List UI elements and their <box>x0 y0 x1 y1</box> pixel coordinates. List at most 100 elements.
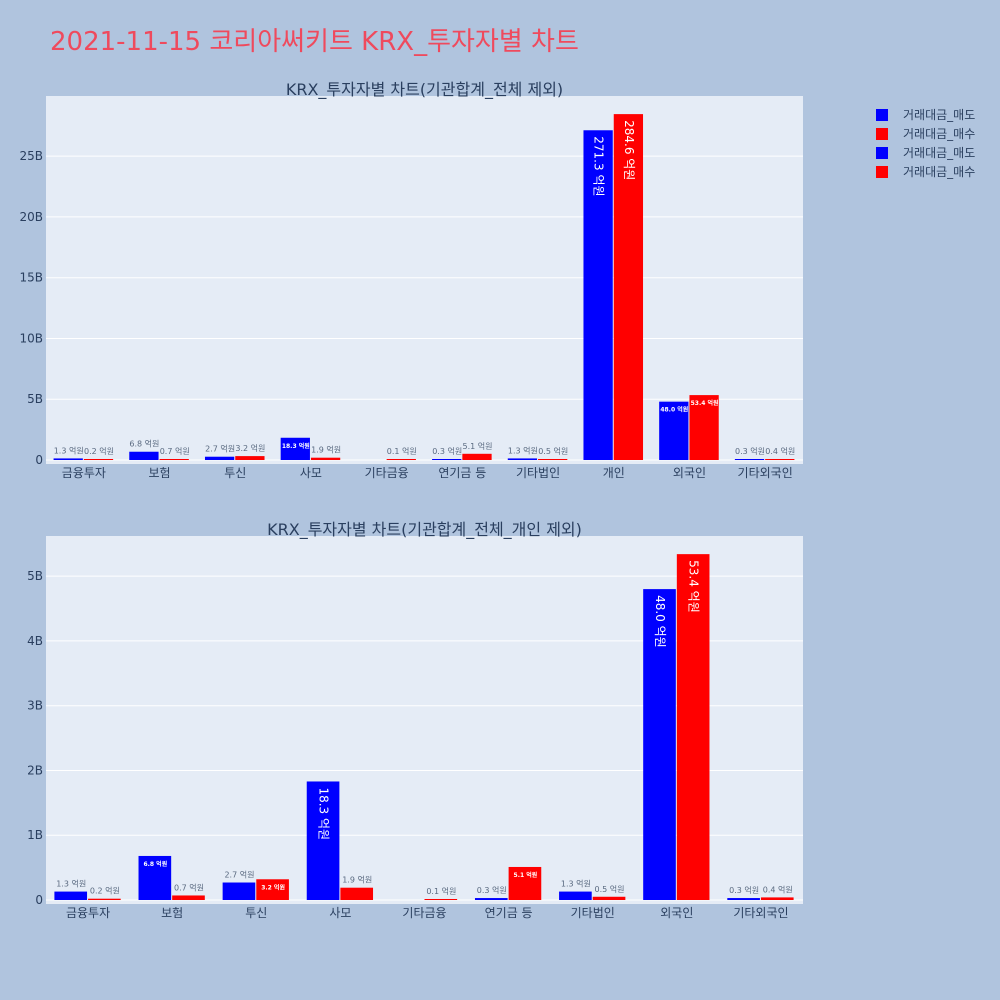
y-tick-label: 1B <box>27 828 43 842</box>
bar[interactable] <box>676 554 710 900</box>
legend-item-label[interactable]: 거래대금_매수 <box>903 165 975 179</box>
bar[interactable] <box>256 879 289 900</box>
y-tick-label: 2B <box>27 763 43 777</box>
x-tick-label: 사모 <box>329 906 351 920</box>
bar[interactable] <box>88 898 121 900</box>
x-tick-label: 기타외국인 <box>738 466 793 480</box>
bar[interactable] <box>643 589 676 900</box>
bar[interactable] <box>613 114 644 460</box>
bar[interactable] <box>765 459 795 460</box>
y-tick-label: 3B <box>27 699 43 713</box>
bar[interactable] <box>172 895 205 900</box>
bar-label: 48.0 억원 <box>653 595 667 648</box>
x-tick-label: 기타금융 <box>402 906 446 920</box>
bar-label: 53.4 억원 <box>687 560 701 613</box>
bar-label: 0.7 억원 <box>160 446 190 456</box>
bar[interactable] <box>306 781 340 900</box>
bar[interactable] <box>760 897 794 900</box>
legend-item-label[interactable]: 거래대금_매도 <box>903 108 975 122</box>
bar-label: 0.1 억원 <box>426 886 456 896</box>
bar-label: 18.3 억원 <box>317 787 331 840</box>
bar-label: 5.1 억원 <box>514 871 538 879</box>
bar[interactable] <box>474 898 508 900</box>
y-tick-label: 5B <box>27 569 43 583</box>
bar[interactable] <box>659 401 689 460</box>
bar-label: 1.3 억원 <box>508 445 538 455</box>
legend-item-label[interactable]: 거래대금_매수 <box>903 127 975 141</box>
x-tick-label: 기타금융 <box>365 466 409 480</box>
subplot-title: KRX_투자자별 차트(기관합계_전체_개인 제외) <box>267 520 582 540</box>
x-tick-label: 개인 <box>603 466 625 480</box>
bar-label: 0.5 억원 <box>538 446 568 456</box>
bar-label: 18.3 억원 <box>282 442 310 450</box>
bar[interactable] <box>734 459 765 460</box>
bar[interactable] <box>222 882 256 900</box>
x-tick-label: 보험 <box>161 906 183 920</box>
bar[interactable] <box>507 458 538 460</box>
bar-label: 284.6 억원 <box>622 120 636 180</box>
legend-swatch <box>876 109 888 121</box>
bar[interactable] <box>83 459 114 460</box>
bar[interactable] <box>138 855 172 900</box>
bar[interactable] <box>340 887 374 900</box>
bar-label: 6.8 억원 <box>143 860 167 868</box>
bar[interactable] <box>386 459 416 460</box>
y-tick-label: 20B <box>19 210 43 224</box>
y-tick-label: 4B <box>27 634 43 648</box>
bar-label: 3.2 억원 <box>235 443 265 453</box>
y-tick-label: 5B <box>27 392 43 406</box>
bar-label: 6.8 억원 <box>129 439 159 449</box>
bar[interactable] <box>424 899 458 900</box>
bar-label: 0.7 억원 <box>174 882 204 892</box>
bar-label: 3.2 억원 <box>261 883 285 891</box>
bar[interactable] <box>235 456 265 460</box>
bar[interactable] <box>462 453 492 460</box>
x-tick-label: 투신 <box>224 466 246 480</box>
legend-item-label[interactable]: 거래대금_매도 <box>903 146 975 160</box>
bar-label: 0.3 억원 <box>432 446 462 456</box>
bar-label: 48.0 억원 <box>660 406 688 414</box>
bar[interactable] <box>538 459 568 460</box>
bar-label: 53.4 억원 <box>691 399 719 407</box>
bar[interactable] <box>53 458 83 460</box>
x-tick-label: 사모 <box>300 466 322 480</box>
x-tick-label: 연기금 등 <box>485 906 533 920</box>
bar-label: 1.3 억원 <box>54 445 84 455</box>
x-tick-label: 외국인 <box>660 906 693 920</box>
bar-label: 0.1 억원 <box>387 446 417 456</box>
legend-swatch <box>876 128 888 140</box>
bar-label: 271.3 억원 <box>592 136 606 196</box>
bar[interactable] <box>689 395 719 460</box>
legend-swatch <box>876 166 888 178</box>
bar-label: 0.3 억원 <box>735 446 765 456</box>
bar-label: 0.4 억원 <box>763 884 793 894</box>
bar-label: 0.4 억원 <box>765 446 795 456</box>
bar[interactable] <box>432 459 462 460</box>
bar[interactable] <box>559 891 592 900</box>
x-tick-label: 기타법인 <box>516 466 560 480</box>
bar[interactable] <box>727 898 760 900</box>
bar[interactable] <box>280 437 310 460</box>
chart-investor-excluding-institution-total: 0 5B 10B 15B 20B 25B KRX_투자자별 차트(기관합계_전체 제외) 금융… <box>19 80 803 480</box>
bar[interactable] <box>592 896 626 900</box>
x-tick-label: 기타외국인 <box>733 906 788 920</box>
bar-label: 0.3 억원 <box>729 885 759 895</box>
y-tick-label: 0 <box>35 453 43 467</box>
bar[interactable] <box>204 456 235 460</box>
bar-label: 5.1 억원 <box>462 441 492 451</box>
bar[interactable] <box>54 891 88 900</box>
main-title: 2021-11-15 코리아써키트 KRX_투자자별 차트 <box>50 27 579 57</box>
x-tick-label: 연기금 등 <box>438 466 486 480</box>
bar[interactable] <box>583 130 613 460</box>
bar[interactable] <box>310 457 341 460</box>
bar[interactable] <box>129 451 159 460</box>
x-tick-label: 금융투자 <box>62 466 106 480</box>
bar[interactable] <box>508 866 542 900</box>
bar-label: 2.7 억원 <box>224 870 254 880</box>
x-tick-label: 기타법인 <box>571 906 615 920</box>
y-tick-label: 10B <box>19 331 43 345</box>
bar[interactable] <box>159 459 189 460</box>
bar-label: 0.5 억원 <box>595 884 625 894</box>
